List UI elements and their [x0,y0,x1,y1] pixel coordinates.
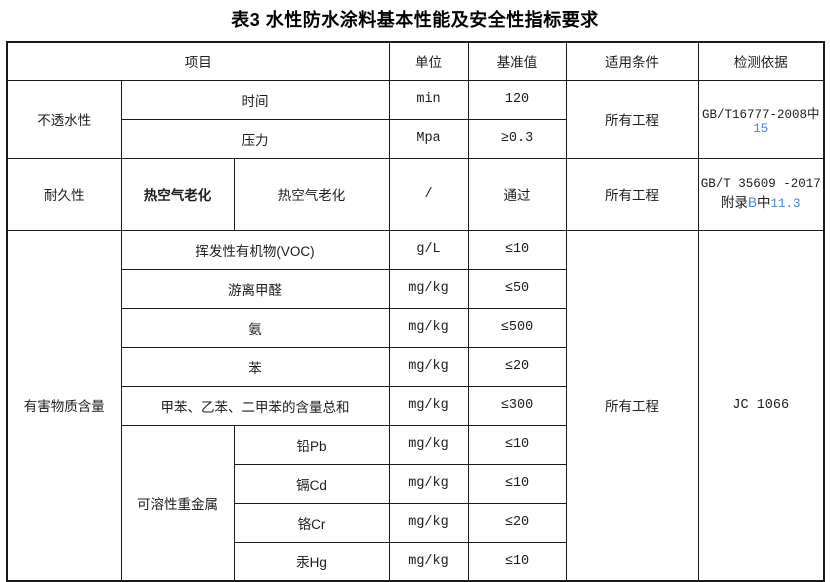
cell-mercury-unit: mg/kg [388,541,469,582]
annex-word: 附录 [720,195,748,210]
cell-benzene-item: 苯 [120,346,390,387]
cell-toluene-sum-baseline: ≤300 [467,385,567,426]
cell-chromium-unit: mg/kg [388,502,469,543]
row-mercury: 汞Hg mg/kg ≤10 [7,541,824,582]
cell-time-baseline: 120 [467,79,567,120]
spec-table: 项目 单位 基准值 适用条件 检测依据 不透水性 时间 min 120 所有工程… [6,41,825,582]
row-voc: 有害物质含量 挥发性有机物(VOC) g/L ≤10 所有工程 JC 1066 [6,229,825,582]
row-chromium: 铬Cr mg/kg ≤20 [7,502,824,543]
cell-benzene-unit: mg/kg [388,346,469,387]
annex-clause-number: 11.3 [770,197,801,211]
cell-voc-baseline: ≤10 [467,229,567,270]
cell-cadmium-unit: mg/kg [388,463,469,504]
cell-time-item: 时间 [120,79,390,120]
cell-pressure-unit: Mpa [388,118,469,159]
cell-durability-condition: 所有工程 [565,157,699,231]
basis-standard-text: GB/T16777-2008中 [701,107,820,122]
cell-impermeability-condition: 所有工程 [565,79,699,159]
cell-ammonia-unit: mg/kg [388,307,469,348]
row-benzene: 苯 mg/kg ≤20 [7,346,824,387]
col-header-baseline: 基准值 [467,41,567,81]
row-toluene-sum: 甲苯、乙苯、二甲苯的含量总和 mg/kg ≤300 [7,385,824,426]
cell-time-unit: min [388,79,469,120]
section-label-harmful-substances: 有害物质含量 [6,229,122,582]
cell-formaldehyde-unit: mg/kg [388,268,469,309]
header-row: 项目 单位 基准值 适用条件 检测依据 [6,41,825,81]
cell-durability-unit: / [388,157,469,231]
cell-pressure-baseline: ≥0.3 [467,118,567,159]
annex-letter: B [747,195,757,210]
cell-toluene-sum-item: 甲苯、乙苯、二甲苯的含量总和 [120,385,390,426]
section-label-impermeability: 不透水性 [6,79,122,159]
cell-mercury-baseline: ≤10 [467,541,567,582]
cell-chromium-baseline: ≤20 [467,502,567,543]
cell-voc-item: 挥发性有机物(VOC) [120,229,390,270]
col-header-basis: 检测依据 [697,41,825,81]
table-title: 表3 水性防水涂料基本性能及安全性指标要求 [231,10,599,30]
cell-cadmium-baseline: ≤10 [467,463,567,504]
cell-harmful-basis: JC 1066 [697,229,825,582]
row-durability: 耐久性 热空气老化 热空气老化 / 通过 所有工程 GB/T 35609 -20… [6,157,825,231]
cell-benzene-baseline: ≤20 [467,346,567,387]
cell-chromium-item: 铬Cr [233,502,390,543]
cell-formaldehyde-item: 游离甲醛 [120,268,390,309]
cell-voc-unit: g/L [388,229,469,270]
cell-durability-item: 热空气老化 [233,157,390,231]
cell-formaldehyde-baseline: ≤50 [467,268,567,309]
cell-ammonia-baseline: ≤500 [467,307,567,348]
row-ammonia: 氨 mg/kg ≤500 [7,307,824,348]
basis-annex-text: 附录B中11.3 [699,191,823,211]
cell-durability-baseline: 通过 [467,157,567,231]
cell-lead-baseline: ≤10 [467,424,567,465]
col-header-condition: 适用条件 [565,41,699,81]
cell-heavy-metals-label: 可溶性重金属 [120,424,235,582]
cell-pressure-item: 压力 [120,118,390,159]
row-formaldehyde: 游离甲醛 mg/kg ≤50 [7,268,824,309]
basis-standard-text: GB/T 35609 -2017 [700,177,821,191]
basis-clause-number: 15 [753,121,769,136]
col-header-item: 项目 [6,41,390,81]
cell-mercury-item: 汞Hg [233,541,390,582]
cell-toluene-sum-unit: mg/kg [388,385,469,426]
annex-in-word: 中 [757,195,771,210]
cell-harmful-condition: 所有工程 [565,229,699,582]
col-header-unit: 单位 [388,41,469,81]
cell-cadmium-item: 镉Cd [233,463,390,504]
cell-ammonia-item: 氨 [120,307,390,348]
row-lead: 可溶性重金属 铅Pb mg/kg ≤10 [7,424,824,582]
cell-lead-item: 铅Pb [233,424,390,465]
row-cadmium: 镉Cd mg/kg ≤10 [7,463,824,504]
cell-durability-sublabel: 热空气老化 [120,157,235,231]
row-impermeability-pressure: 压力 Mpa ≥0.3 [7,118,824,159]
cell-lead-unit: mg/kg [388,424,469,465]
cell-impermeability-basis: GB/T16777-2008中 15 [697,79,825,159]
row-impermeability-time: 不透水性 时间 min 120 所有工程 GB/T16777-2008中 15 [6,79,825,159]
cell-durability-basis: GB/T 35609 -2017 附录B中11.3 [697,157,825,231]
section-label-durability: 耐久性 [6,157,122,231]
